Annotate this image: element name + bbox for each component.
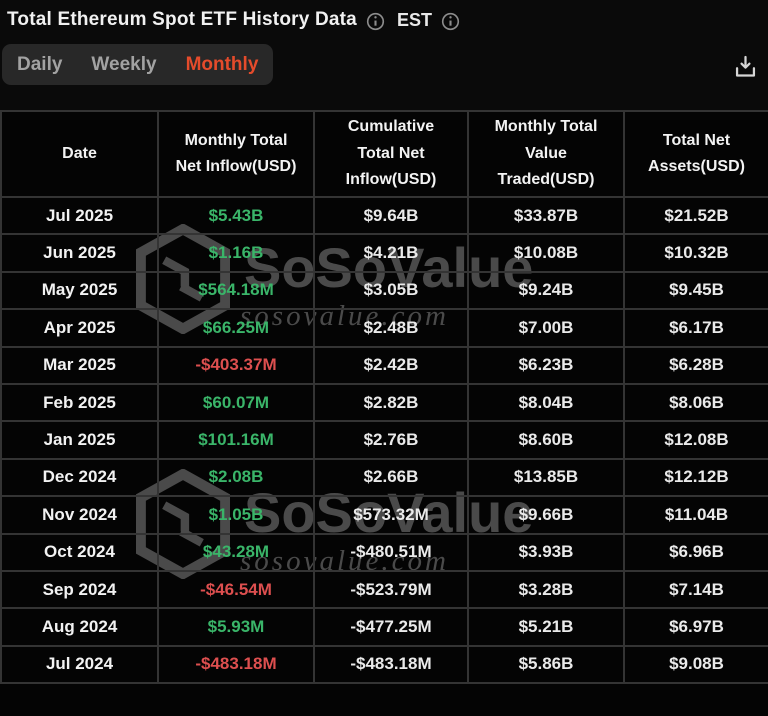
cell-monthly_net_inflow: $564.18M xyxy=(157,270,315,311)
cell-value_traded: $33.87B xyxy=(467,195,625,236)
cell-cumulative_net_inflow: $4.21B xyxy=(313,233,469,273)
cell-date: May 2025 xyxy=(0,270,159,311)
cell-cumulative_net_inflow: -$477.25M xyxy=(313,607,469,647)
cell-value_traded: $5.21B xyxy=(467,607,625,647)
table-row: Sep 2024 -$46.54M -$523.79M $3.28B $7.14B xyxy=(0,569,768,610)
table-row: Mar 2025 -$403.37M $2.42B $6.23B $6.28B xyxy=(0,345,768,385)
column-header: Date xyxy=(0,110,159,198)
cell-value_traded: $8.04B xyxy=(467,382,625,423)
cell-cumulative_net_inflow: $3.05B xyxy=(313,270,469,311)
table-row: Dec 2024 $2.08B $2.66B $13.85B $12.12B xyxy=(0,457,768,498)
cell-net_assets: $8.06B xyxy=(623,382,768,423)
cell-date: Apr 2025 xyxy=(0,308,159,348)
cell-date: Jan 2025 xyxy=(0,420,159,460)
cell-cumulative_net_inflow: -$483.18M xyxy=(313,644,469,685)
cell-monthly_net_inflow: $1.05B xyxy=(157,495,315,535)
table-row: Oct 2024 $43.28M -$480.51M $3.93B $6.96B xyxy=(0,532,768,572)
cell-cumulative_net_inflow: -$480.51M xyxy=(313,532,469,572)
cell-net_assets: $6.96B xyxy=(623,532,768,572)
table-row: Nov 2024 $1.05B $573.32M $9.66B $11.04B xyxy=(0,495,768,535)
cell-monthly_net_inflow: $60.07M xyxy=(157,382,315,423)
cell-monthly_net_inflow: -$483.18M xyxy=(157,644,315,685)
cell-net_assets: $9.45B xyxy=(623,270,768,311)
info-icon[interactable] xyxy=(441,12,460,31)
table-row: Jan 2025 $101.16M $2.76B $8.60B $12.08B xyxy=(0,420,768,460)
info-icon[interactable] xyxy=(366,12,385,31)
cell-cumulative_net_inflow: $2.82B xyxy=(313,382,469,423)
cell-date: Dec 2024 xyxy=(0,457,159,498)
cell-cumulative_net_inflow: $573.32M xyxy=(313,495,469,535)
download-button[interactable] xyxy=(728,49,762,83)
cell-net_assets: $12.12B xyxy=(623,457,768,498)
cell-value_traded: $9.66B xyxy=(467,495,625,535)
cell-monthly_net_inflow: $66.25M xyxy=(157,308,315,348)
etf-history-table: Date Monthly Total Net Inflow(USD) Cumulat… xyxy=(0,110,768,685)
column-header: Monthly Total Value Traded(USD) xyxy=(467,110,625,198)
tab-monthly[interactable]: Monthly xyxy=(185,54,259,75)
cell-monthly_net_inflow: $1.16B xyxy=(157,233,315,273)
timezone-label: EST xyxy=(396,9,432,30)
toolbar: Daily Weekly Monthly xyxy=(0,44,768,85)
cell-cumulative_net_inflow: $2.76B xyxy=(313,420,469,460)
download-icon xyxy=(735,55,755,77)
column-header: Cumulative Total Net Inflow(USD) xyxy=(313,110,469,198)
cell-net_assets: $11.04B xyxy=(623,495,768,535)
column-header: Total Net Assets(USD) xyxy=(623,110,768,198)
cell-date: Jul 2025 xyxy=(0,195,159,236)
cell-value_traded: $8.60B xyxy=(467,420,625,460)
table-row: Apr 2025 $66.25M $2.48B $7.00B $6.17B xyxy=(0,308,768,348)
interval-tabs: Daily Weekly Monthly xyxy=(2,44,274,85)
cell-net_assets: $6.97B xyxy=(623,607,768,647)
cell-value_traded: $5.86B xyxy=(467,644,625,685)
table-row: Jul 2024 -$483.18M -$483.18M $5.86B $9.08B xyxy=(0,644,768,685)
cell-date: Aug 2024 xyxy=(0,607,159,647)
table-row: Jul 2025 $5.43B $9.64B $33.87B $21.52B xyxy=(0,195,768,236)
cell-monthly_net_inflow: $101.16M xyxy=(157,420,315,460)
cell-cumulative_net_inflow: $2.66B xyxy=(313,457,469,498)
cell-monthly_net_inflow: -$46.54M xyxy=(157,569,315,610)
cell-net_assets: $9.08B xyxy=(623,644,768,685)
table-row: Aug 2024 $5.93M -$477.25M $5.21B $6.97B xyxy=(0,607,768,647)
cell-date: Nov 2024 xyxy=(0,495,159,535)
cell-cumulative_net_inflow: -$523.79M xyxy=(313,569,469,610)
cell-date: Mar 2025 xyxy=(0,345,159,385)
cell-value_traded: $3.93B xyxy=(467,532,625,572)
cell-cumulative_net_inflow: $2.42B xyxy=(313,345,469,385)
cell-monthly_net_inflow: $5.93M xyxy=(157,607,315,647)
tab-daily[interactable]: Daily xyxy=(17,54,63,75)
page-title: Total Ethereum Spot ETF History Data xyxy=(7,9,357,30)
cell-date: Jun 2025 xyxy=(0,233,159,273)
cell-value_traded: $13.85B xyxy=(467,457,625,498)
cell-monthly_net_inflow: $43.28M xyxy=(157,532,315,572)
cell-value_traded: $6.23B xyxy=(467,345,625,385)
table-row: Feb 2025 $60.07M $2.82B $8.04B $8.06B xyxy=(0,382,768,423)
titlebar: Total Ethereum Spot ETF History Data EST xyxy=(0,0,768,31)
cell-monthly_net_inflow: $5.43B xyxy=(157,195,315,236)
tab-weekly[interactable]: Weekly xyxy=(91,54,157,75)
cell-date: Jul 2024 xyxy=(0,644,159,685)
cell-date: Sep 2024 xyxy=(0,569,159,610)
cell-net_assets: $21.52B xyxy=(623,195,768,236)
cell-net_assets: $6.17B xyxy=(623,308,768,348)
cell-cumulative_net_inflow: $9.64B xyxy=(313,195,469,236)
cell-date: Feb 2025 xyxy=(0,382,159,423)
table-row: May 2025 $564.18M $3.05B $9.24B $9.45B xyxy=(0,270,768,311)
table-header-row: Date Monthly Total Net Inflow(USD) Cumulat… xyxy=(0,110,768,198)
cell-value_traded: $3.28B xyxy=(467,569,625,610)
cell-value_traded: $9.24B xyxy=(467,270,625,311)
cell-monthly_net_inflow: $2.08B xyxy=(157,457,315,498)
etf-history-table-wrap: SoSoValue sosovalue.com SoSoValue sosova… xyxy=(0,110,768,716)
cell-net_assets: $12.08B xyxy=(623,420,768,460)
table-row: Jun 2025 $1.16B $4.21B $10.08B $10.32B xyxy=(0,233,768,273)
cell-date: Oct 2024 xyxy=(0,532,159,572)
cell-net_assets: $6.28B xyxy=(623,345,768,385)
cell-value_traded: $10.08B xyxy=(467,233,625,273)
cell-net_assets: $10.32B xyxy=(623,233,768,273)
cell-cumulative_net_inflow: $2.48B xyxy=(313,308,469,348)
cell-value_traded: $7.00B xyxy=(467,308,625,348)
cell-net_assets: $7.14B xyxy=(623,569,768,610)
cell-monthly_net_inflow: -$403.37M xyxy=(157,345,315,385)
column-header: Monthly Total Net Inflow(USD) xyxy=(157,110,315,198)
